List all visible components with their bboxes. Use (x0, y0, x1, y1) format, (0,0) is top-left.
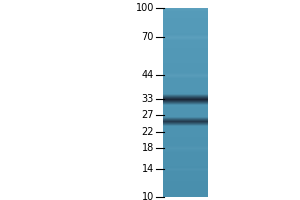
Text: 33: 33 (142, 94, 154, 104)
Text: 44: 44 (142, 70, 154, 80)
Text: 100: 100 (136, 3, 154, 13)
Text: 27: 27 (142, 110, 154, 120)
Text: 14: 14 (142, 164, 154, 174)
Text: 70: 70 (142, 32, 154, 42)
Text: 10: 10 (142, 192, 154, 200)
Text: 22: 22 (142, 127, 154, 137)
Text: 18: 18 (142, 143, 154, 153)
